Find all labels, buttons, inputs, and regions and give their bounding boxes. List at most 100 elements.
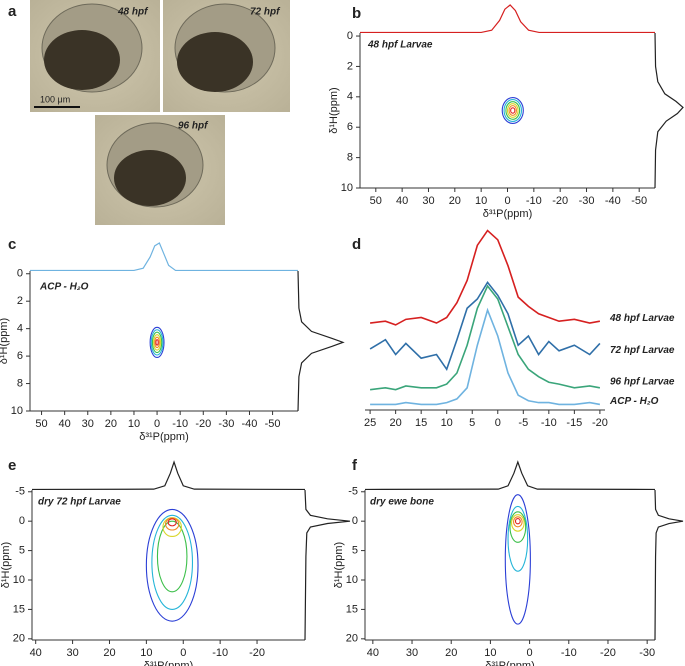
x-tick-label: 10 bbox=[441, 417, 453, 429]
legend-label: 48 hpf Larvae bbox=[609, 313, 675, 324]
x-tick-label: -50 bbox=[631, 195, 647, 207]
annotation: dry ewe bone bbox=[370, 497, 434, 508]
x-tick-label: 20 bbox=[445, 647, 457, 659]
y-axis-label: δ¹H(ppm) bbox=[0, 318, 10, 364]
y-tick-label: 2 bbox=[17, 295, 23, 307]
y-tick-label: 10 bbox=[11, 405, 23, 417]
x-tick-label: -10 bbox=[212, 647, 228, 659]
contour bbox=[154, 336, 160, 349]
y-tick-label: 5 bbox=[19, 544, 25, 556]
larva-body bbox=[177, 32, 253, 92]
contour bbox=[145, 508, 199, 622]
y-tick-label: 0 bbox=[347, 30, 353, 42]
x-tick-label: -10 bbox=[561, 647, 577, 659]
contour bbox=[506, 103, 519, 118]
photo-caption: 96 hpf bbox=[178, 121, 209, 132]
x-tick-label: -20 bbox=[249, 647, 265, 659]
panel-label: a bbox=[8, 3, 17, 20]
contour bbox=[501, 97, 524, 124]
x-tick-label: 50 bbox=[35, 418, 47, 430]
y-tick-label: 15 bbox=[346, 603, 358, 615]
x-tick-label: 30 bbox=[66, 647, 78, 659]
x-tick-label: 0 bbox=[504, 195, 510, 207]
panel-label: b bbox=[352, 5, 361, 22]
contour bbox=[156, 520, 188, 593]
x-projection bbox=[31, 460, 306, 491]
x-tick-label: -50 bbox=[265, 418, 281, 430]
photo-caption: 72 hpf bbox=[250, 7, 281, 18]
contour bbox=[150, 329, 164, 356]
contour bbox=[511, 514, 525, 532]
contour bbox=[153, 334, 162, 351]
series-line bbox=[369, 280, 601, 372]
contour bbox=[503, 99, 523, 122]
x-tick-label: 10 bbox=[484, 647, 496, 659]
series-line bbox=[370, 307, 601, 406]
x-tick-label: 20 bbox=[449, 195, 461, 207]
panel-label: f bbox=[352, 457, 358, 474]
contour bbox=[512, 516, 523, 528]
x-tick-label: 10 bbox=[475, 195, 487, 207]
y-tick-label: -5 bbox=[348, 486, 358, 498]
x-tick-label: 40 bbox=[59, 418, 71, 430]
y-tick-label: 6 bbox=[17, 350, 23, 362]
y-tick-label: 0 bbox=[19, 515, 25, 527]
x-tick-label: -30 bbox=[218, 418, 234, 430]
contour bbox=[164, 517, 180, 531]
x-axis-label: δ³¹P(ppm) bbox=[483, 208, 533, 220]
series-line bbox=[370, 284, 601, 391]
y-tick-label: 15 bbox=[13, 603, 25, 615]
x-tick-label: 40 bbox=[30, 647, 42, 659]
contour bbox=[149, 326, 165, 359]
x-tick-label: 20 bbox=[103, 647, 115, 659]
x-tick-label: 25 bbox=[364, 417, 376, 429]
x-tick-label: -10 bbox=[526, 195, 542, 207]
y-projection bbox=[297, 270, 345, 412]
y-tick-label: 0 bbox=[17, 268, 23, 280]
x-tick-label: -30 bbox=[639, 647, 655, 659]
x-tick-label: 30 bbox=[82, 418, 94, 430]
legend-label: 96 hpf Larvae bbox=[610, 376, 675, 387]
y-axis-label: δ¹H(ppm) bbox=[0, 542, 12, 588]
y-axis-label: δ¹H(ppm) bbox=[333, 542, 345, 588]
x-tick-label: 30 bbox=[422, 195, 434, 207]
scale-bar-label: 100 μm bbox=[40, 94, 70, 104]
x-tick-label: 5 bbox=[469, 417, 475, 429]
y-tick-label: 4 bbox=[17, 323, 23, 335]
x-projection bbox=[360, 4, 655, 34]
panel-label: e bbox=[8, 457, 16, 474]
contour bbox=[514, 517, 521, 525]
y-projection bbox=[654, 32, 684, 189]
x-tick-label: 10 bbox=[140, 647, 152, 659]
x-tick-label: -15 bbox=[566, 417, 582, 429]
x-tick-label: 15 bbox=[415, 417, 427, 429]
annotation: dry 72 hpf Larvae bbox=[38, 497, 121, 508]
y-tick-label: 2 bbox=[347, 60, 353, 72]
contour bbox=[505, 101, 521, 120]
x-tick-label: -10 bbox=[541, 417, 557, 429]
x-tick-label: -5 bbox=[518, 417, 528, 429]
x-tick-label: 50 bbox=[370, 195, 382, 207]
x-tick-label: 20 bbox=[390, 417, 402, 429]
contour bbox=[162, 517, 182, 538]
x-axis-label: δ³¹P(ppm) bbox=[139, 431, 189, 443]
x-tick-label: 0 bbox=[154, 418, 160, 430]
legend-label: ACP - H₂O bbox=[609, 396, 659, 407]
x-projection bbox=[364, 460, 656, 491]
x-axis-label: δ³¹P(ppm) bbox=[144, 660, 194, 666]
contour bbox=[510, 107, 516, 114]
series-line bbox=[370, 229, 601, 326]
x-tick-label: -20 bbox=[600, 647, 616, 659]
y-tick-label: 20 bbox=[346, 633, 358, 645]
x-tick-label: 0 bbox=[495, 417, 501, 429]
y-tick-label: 8 bbox=[17, 377, 23, 389]
contour bbox=[504, 494, 531, 625]
y-tick-label: 5 bbox=[352, 544, 358, 556]
x-tick-label: 40 bbox=[396, 195, 408, 207]
x-tick-label: -10 bbox=[172, 418, 188, 430]
y-tick-label: 10 bbox=[346, 574, 358, 586]
x-tick-label: 30 bbox=[406, 647, 418, 659]
photo-caption: 48 hpf bbox=[117, 7, 149, 18]
y-tick-label: 20 bbox=[13, 633, 25, 645]
